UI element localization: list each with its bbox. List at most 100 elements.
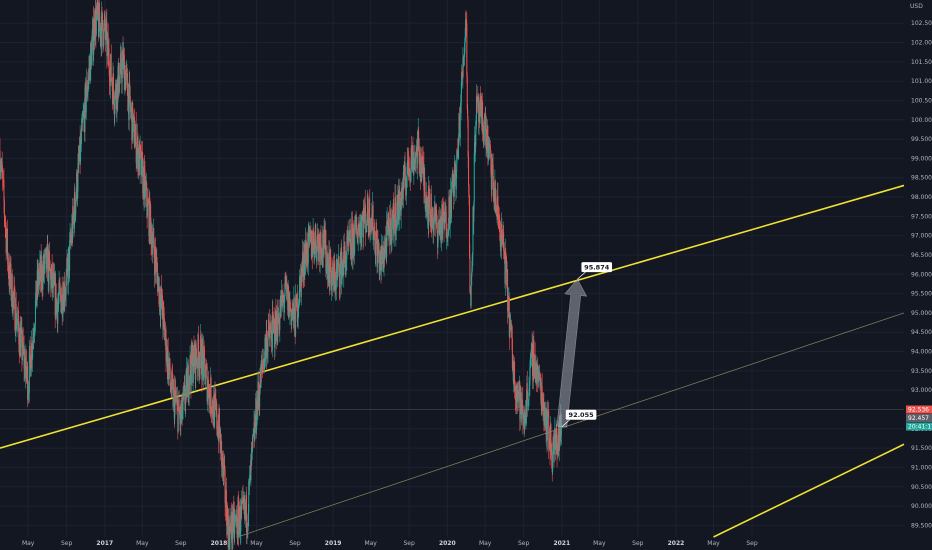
candle-body <box>507 269 509 312</box>
y-tick-label: 89.500 <box>911 522 932 529</box>
candle-body <box>241 501 243 503</box>
candle-body <box>10 295 12 297</box>
candle-body <box>4 215 6 224</box>
candle-body <box>0 166 2 170</box>
candle-body <box>504 252 506 284</box>
candle-body <box>398 191 400 220</box>
candle-body <box>483 140 485 145</box>
channel-lines[interactable] <box>0 184 905 538</box>
candle-body <box>499 229 501 235</box>
candle-body <box>200 335 202 340</box>
candle-body <box>183 386 185 394</box>
upper-channel <box>0 184 905 449</box>
candle-body <box>318 237 320 242</box>
candle-body <box>239 506 241 535</box>
candle-body <box>85 98 87 113</box>
candle-body <box>110 53 112 81</box>
candle-body <box>49 260 51 271</box>
candle-body <box>344 245 346 260</box>
candle-body <box>321 256 323 261</box>
candle-body <box>186 374 188 398</box>
prev-close-tag-text: 92.457 <box>908 415 929 422</box>
candle-body <box>482 125 484 145</box>
candle-body <box>429 209 431 222</box>
projection-arrow[interactable]: 95.874 92.055 <box>556 262 613 428</box>
candle-body <box>190 344 192 386</box>
candle-body <box>134 136 136 146</box>
candle-body <box>358 224 360 225</box>
candle-body <box>133 115 135 117</box>
y-tick-label: 100.500 <box>911 97 932 104</box>
candle-body <box>359 224 361 236</box>
candle-body <box>425 204 427 209</box>
candle-body <box>31 349 33 359</box>
candle-body <box>498 220 500 227</box>
candle-body <box>18 327 20 345</box>
candle-body <box>367 218 369 225</box>
candle-body <box>87 85 89 92</box>
time-axis[interactable]: May Sep 2017 May Sep 2018 May Sep 2019 May Sep 2020… <box>22 540 758 547</box>
candle-body <box>48 251 50 261</box>
candle-body <box>63 282 65 302</box>
candle-body <box>17 310 19 328</box>
candle-body <box>58 296 60 302</box>
price-axis[interactable]: 102.500 102.000 101.500 101.000 100.500 100.0… <box>906 20 932 529</box>
candle-body <box>347 230 349 244</box>
x-tick-label: May <box>707 540 720 547</box>
candle-body <box>30 368 32 377</box>
candle-body <box>42 265 44 290</box>
candle-body <box>150 220 152 245</box>
candle-body <box>514 361 516 392</box>
candle-body <box>528 400 530 404</box>
candle-body <box>415 152 417 164</box>
lower-channel <box>713 443 905 538</box>
candle-body <box>440 222 442 244</box>
candle-body <box>198 351 200 372</box>
y-tick-label: 95.000 <box>911 310 932 317</box>
candle-body <box>65 275 67 295</box>
y-tick-label: 96.000 <box>911 271 932 278</box>
candle-body <box>358 224 360 229</box>
candle-body <box>56 300 58 307</box>
candle-body <box>337 263 339 267</box>
candle-body <box>28 352 30 393</box>
candle-body <box>86 79 88 97</box>
candle-body <box>464 39 466 44</box>
candle-body <box>311 240 313 257</box>
candle-body <box>141 152 143 176</box>
candle-body <box>285 277 287 287</box>
candle-body <box>478 96 480 123</box>
candle-body <box>151 243 153 255</box>
candle-body <box>412 145 414 170</box>
candle-body <box>58 280 60 297</box>
candle-body <box>421 157 423 173</box>
candle-body <box>424 177 426 193</box>
candle-body <box>395 221 397 231</box>
countdown-tag-bg <box>906 422 932 431</box>
candle-body <box>224 465 226 471</box>
candle-body <box>33 335 35 337</box>
candle-body <box>324 225 326 233</box>
candle-body <box>43 253 45 272</box>
candle-body <box>472 206 474 254</box>
candle-body <box>309 228 311 234</box>
candle-body <box>471 261 473 273</box>
candle-body <box>375 239 377 256</box>
candle-body <box>518 391 520 399</box>
candle-body <box>111 80 113 82</box>
candle-body <box>350 250 352 252</box>
y-tick-label: 102.500 <box>911 20 932 27</box>
candle-body <box>418 138 420 164</box>
candle-body <box>232 512 234 540</box>
candle-body <box>456 150 458 172</box>
candle-body <box>61 287 63 314</box>
candle-body <box>236 516 238 534</box>
candle-body <box>365 211 367 233</box>
candle-body <box>486 129 488 151</box>
candle-body <box>301 266 303 275</box>
candle-body <box>447 234 449 237</box>
candle-body <box>164 337 166 341</box>
candle-body <box>505 252 507 256</box>
candle-body <box>356 225 358 238</box>
